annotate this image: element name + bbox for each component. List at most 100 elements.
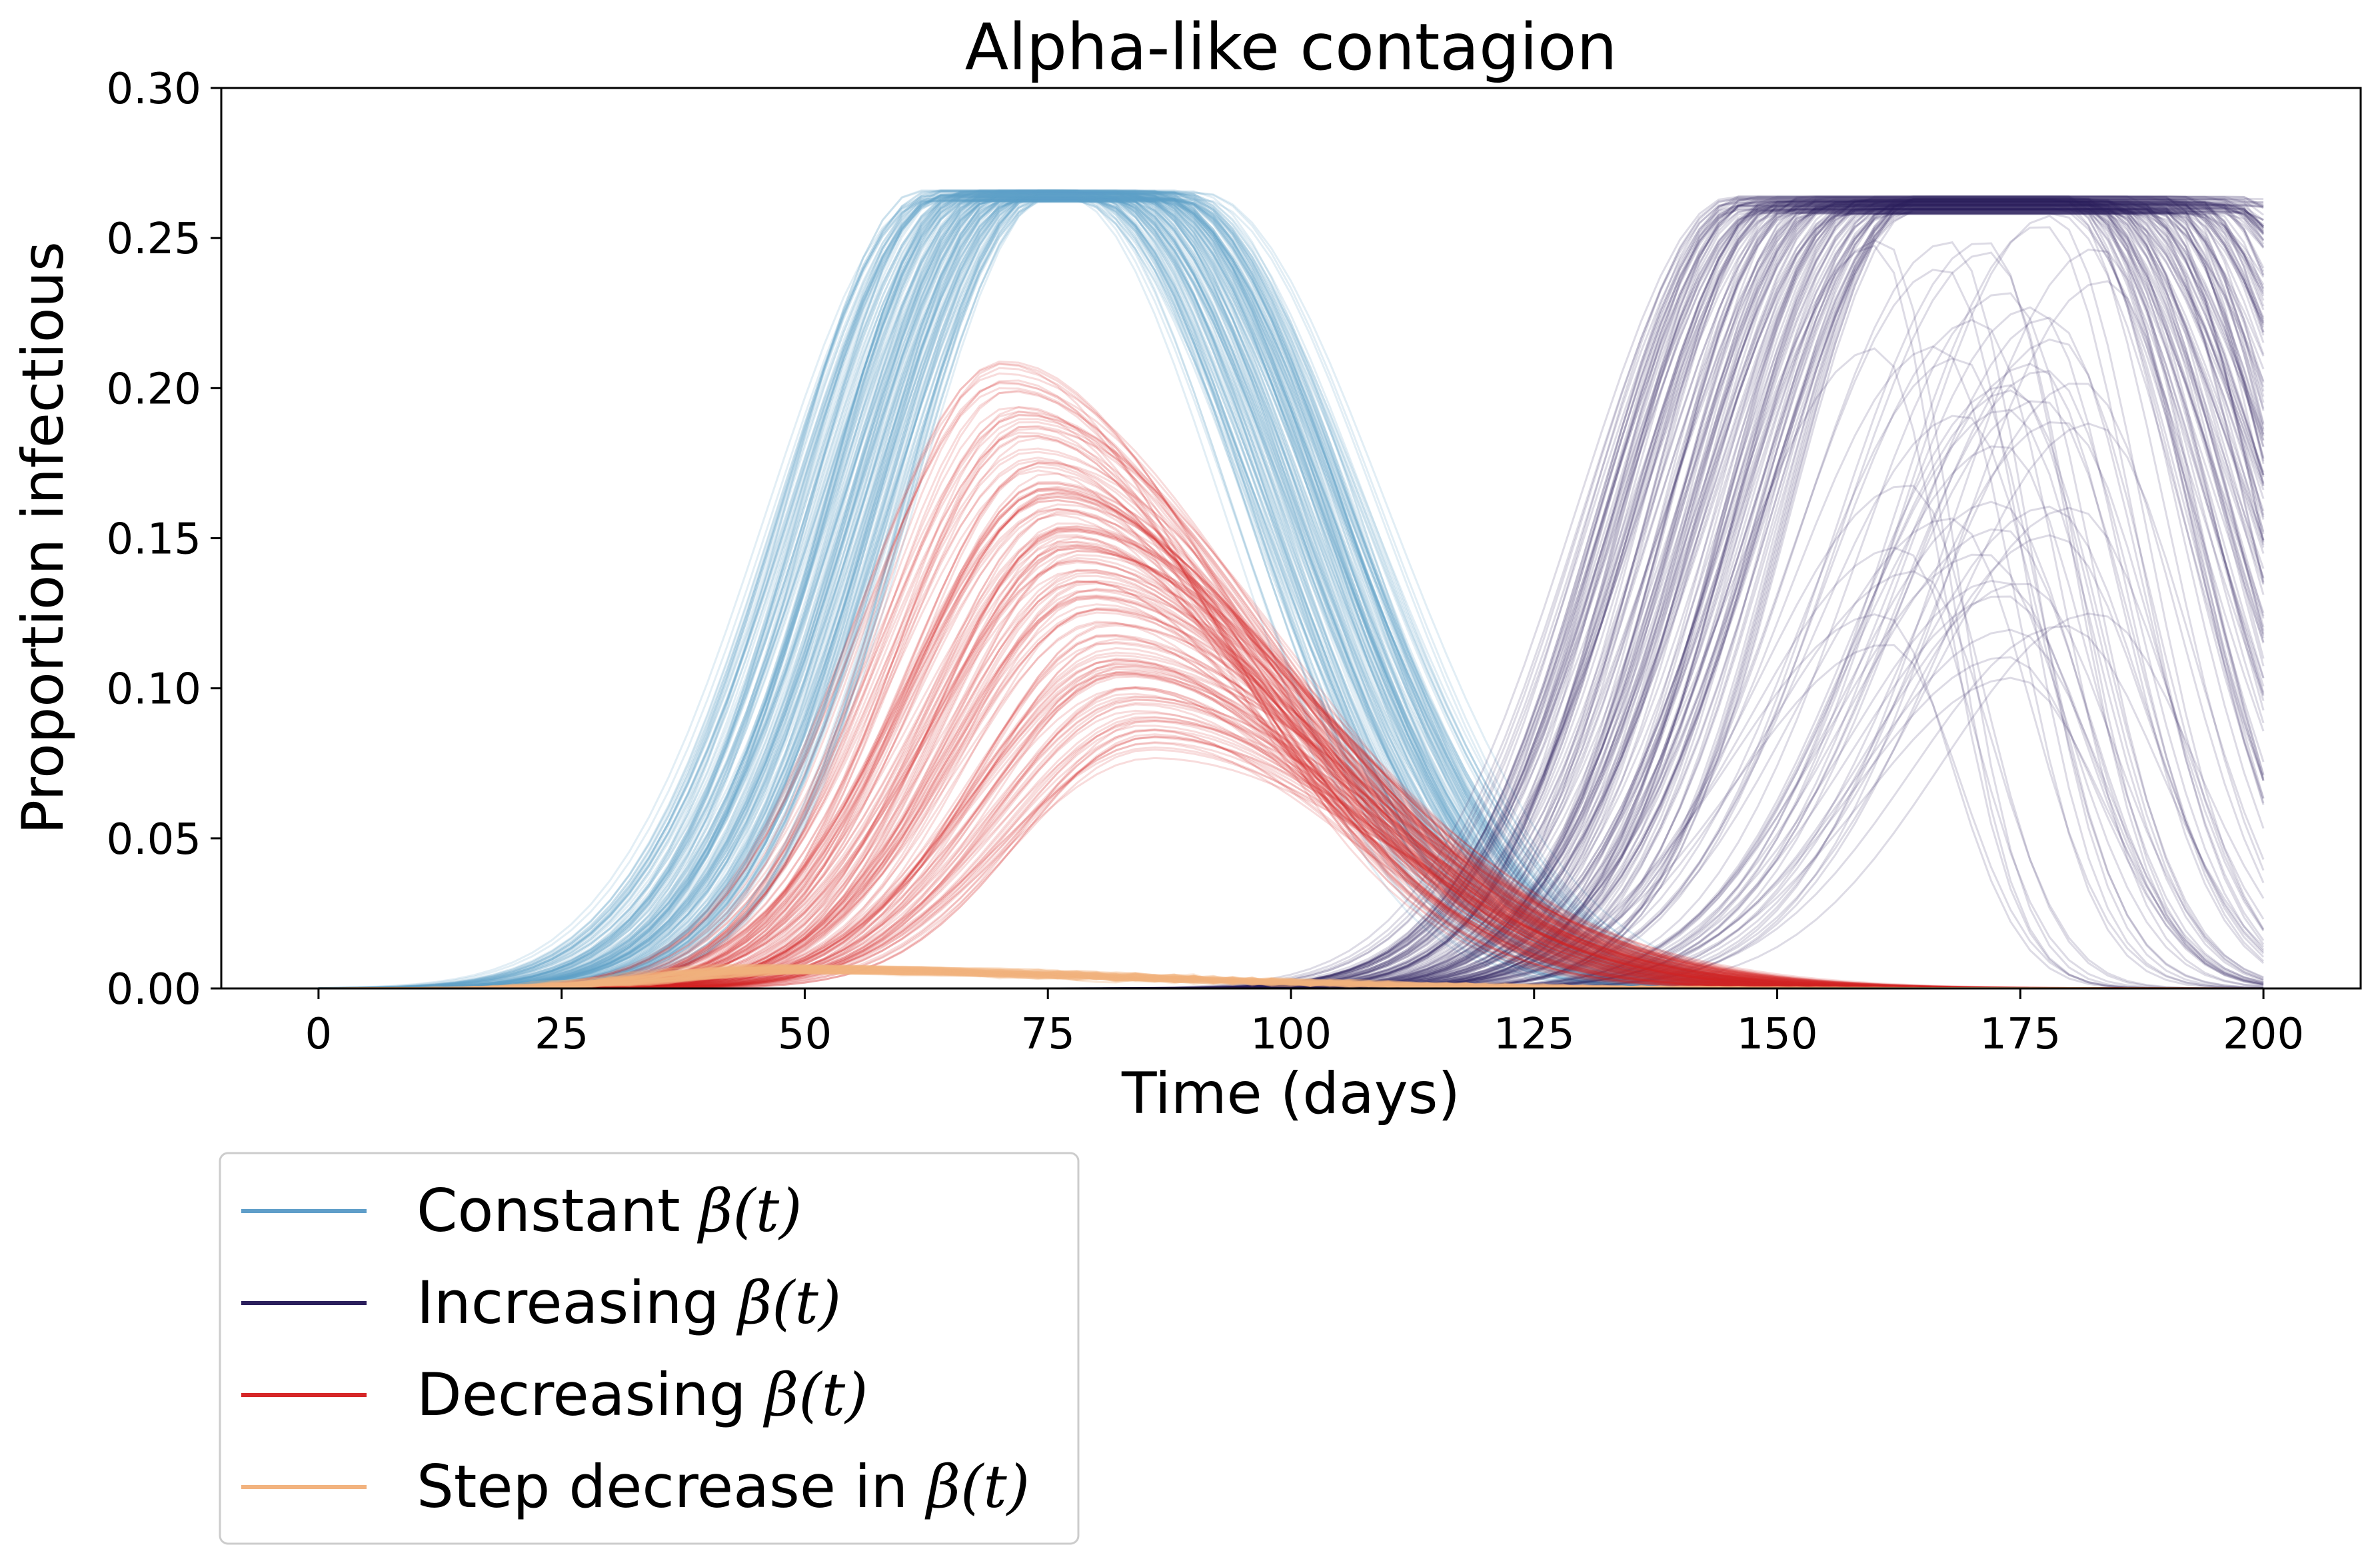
series-run xyxy=(318,189,2264,988)
series-run xyxy=(318,201,2265,988)
series-run xyxy=(318,226,2265,988)
series-run xyxy=(318,193,2264,988)
series-run xyxy=(318,199,2264,988)
legend-label-text: Decreasing xyxy=(417,1360,765,1429)
series-run xyxy=(318,319,2264,988)
x-axis-label: Time (days) xyxy=(1121,1060,1460,1127)
series-run xyxy=(318,595,2264,988)
series-run xyxy=(318,191,2264,988)
series-run xyxy=(318,370,2265,988)
series-run xyxy=(318,203,2265,988)
series-run xyxy=(318,654,2264,988)
series-run xyxy=(318,415,2264,988)
series-run xyxy=(318,197,2264,988)
series-run xyxy=(318,199,2264,988)
series-run xyxy=(318,203,2265,988)
series-run xyxy=(318,383,2265,988)
series-run xyxy=(318,970,2264,988)
series-run xyxy=(318,200,2265,988)
series-run xyxy=(318,200,2264,988)
series-run xyxy=(318,201,2265,988)
series-run xyxy=(318,195,2264,988)
series-run xyxy=(318,199,2265,988)
series-run xyxy=(318,210,2265,988)
series-run xyxy=(318,195,2265,988)
x-tick-label: 200 xyxy=(2223,1010,2304,1059)
series-run xyxy=(318,193,2264,988)
legend-item: Decreasing β(t) xyxy=(241,1360,868,1429)
series-run xyxy=(318,202,2265,988)
series-run xyxy=(318,200,2265,988)
series-run xyxy=(318,198,2264,988)
y-tick-label: 0.15 xyxy=(107,515,202,565)
series-run xyxy=(318,201,2265,988)
series-run xyxy=(318,199,2264,988)
legend-label-math: β(t) xyxy=(697,1176,802,1245)
legend-frame xyxy=(219,1152,1080,1545)
series-run xyxy=(318,389,2264,988)
series-run xyxy=(318,193,2264,988)
series-run xyxy=(318,192,2264,988)
series-run xyxy=(318,205,2265,988)
series-run xyxy=(318,195,2264,988)
series-run xyxy=(318,199,2265,988)
series-run xyxy=(318,196,2264,988)
series-run xyxy=(318,550,2264,988)
series-run xyxy=(318,197,2265,988)
series-run xyxy=(318,193,2264,988)
series-run xyxy=(318,968,2264,988)
series-run xyxy=(318,642,2264,988)
series-run xyxy=(318,207,2265,988)
series-run xyxy=(318,191,2264,988)
legend-label-math: β(t) xyxy=(763,1360,868,1429)
series-run xyxy=(318,196,2264,988)
series-run xyxy=(318,199,2264,988)
series-run xyxy=(318,191,2264,988)
series-run xyxy=(318,190,2264,988)
chart-title: Alpha-like contagion xyxy=(965,10,1618,85)
series-run xyxy=(318,197,2264,988)
series-run xyxy=(318,208,2265,988)
series-run xyxy=(318,363,2264,988)
series-run xyxy=(318,317,2265,988)
series-run xyxy=(318,534,2265,988)
series-run xyxy=(318,215,2265,988)
series-run xyxy=(318,204,2265,988)
series-run xyxy=(318,195,2264,988)
series-run xyxy=(318,195,2264,988)
series-run xyxy=(318,280,2265,988)
series-run xyxy=(318,561,2264,988)
series-run xyxy=(318,199,2264,988)
series-run xyxy=(318,194,2264,988)
legend: Constant β(t)Increasing β(t)Decreasing β… xyxy=(219,1152,1080,1545)
y-tick-label: 0.20 xyxy=(107,365,202,414)
series-run xyxy=(318,206,2265,988)
series-run xyxy=(318,201,2265,988)
series-run xyxy=(318,190,2264,988)
series-run xyxy=(318,550,2264,988)
series-run xyxy=(318,384,2264,988)
series-run xyxy=(318,195,2265,988)
series-run xyxy=(318,206,2265,988)
series-run xyxy=(318,208,2265,988)
series-run xyxy=(318,505,2265,988)
series-run xyxy=(318,425,2264,988)
legend-label-text: Increasing xyxy=(417,1268,738,1337)
series-run xyxy=(318,422,2265,988)
series-run xyxy=(318,197,2264,988)
series-run xyxy=(318,196,2264,988)
series-run xyxy=(318,190,2264,988)
series-run xyxy=(318,212,2265,988)
series-run xyxy=(318,195,2264,988)
series-run xyxy=(318,528,2264,988)
series-run xyxy=(318,195,2264,988)
series-run xyxy=(318,199,2264,988)
legend-label: Step decrease in β(t) xyxy=(417,1452,1030,1521)
series-run xyxy=(318,204,2265,988)
series-run xyxy=(318,629,2264,988)
series-run xyxy=(318,191,2264,988)
series-run xyxy=(318,192,2264,988)
series-run xyxy=(318,499,2264,988)
series-run xyxy=(318,625,2265,988)
series-run xyxy=(318,195,2264,988)
